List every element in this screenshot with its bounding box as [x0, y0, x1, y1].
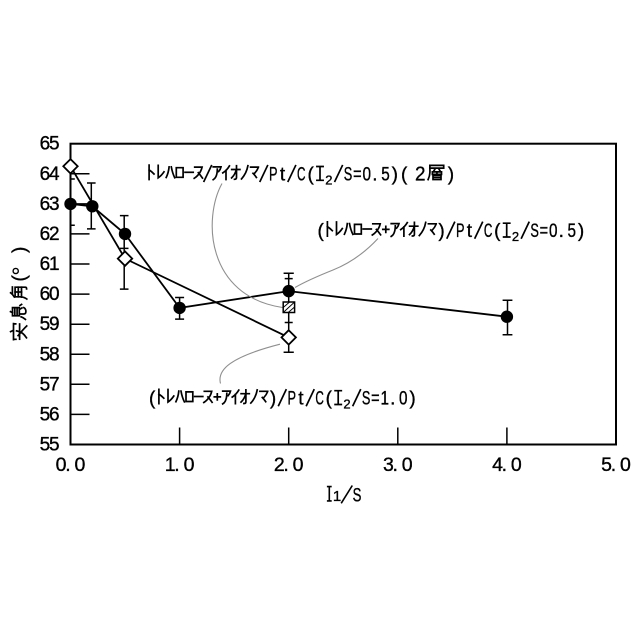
svg-text:5: 5	[40, 344, 51, 365]
svg-text:8: 8	[49, 344, 60, 365]
svg-text:6: 6	[49, 404, 60, 425]
svg-text:2: 2	[415, 163, 426, 185]
svg-text:.: .	[559, 221, 564, 242]
svg-text:6: 6	[40, 134, 51, 155]
svg-text:): )	[392, 164, 398, 185]
svg-text:0: 0	[293, 454, 304, 476]
svg-text:0: 0	[363, 164, 372, 185]
svg-text:.: .	[392, 454, 397, 476]
svg-text:1: 1	[49, 254, 60, 275]
svg-text:(: (	[10, 275, 31, 282]
svg-text:1: 1	[165, 454, 176, 476]
svg-text:0: 0	[402, 454, 413, 476]
svg-text:0: 0	[49, 284, 60, 305]
svg-text:0: 0	[74, 454, 85, 476]
svg-text:P: P	[287, 389, 296, 410]
svg-text:): )	[10, 247, 31, 253]
svg-text:2: 2	[343, 397, 350, 412]
svg-text:.: .	[65, 454, 70, 476]
svg-text:5: 5	[381, 164, 390, 185]
svg-text:0: 0	[184, 454, 195, 476]
svg-text:6: 6	[40, 254, 51, 275]
svg-text:t: t	[280, 164, 286, 185]
svg-text:5: 5	[601, 454, 612, 476]
svg-text:t: t	[298, 389, 304, 410]
svg-text:5: 5	[40, 314, 51, 335]
svg-text:6: 6	[40, 194, 51, 215]
svg-text:P: P	[456, 221, 465, 242]
svg-text:0: 0	[399, 389, 408, 410]
svg-text:=: =	[353, 164, 362, 185]
svg-text:6: 6	[40, 224, 51, 245]
svg-text:C: C	[297, 164, 306, 185]
svg-text:C: C	[484, 221, 493, 242]
svg-text:S: S	[353, 485, 362, 506]
svg-text:.: .	[611, 454, 616, 476]
svg-text:): )	[438, 221, 444, 242]
svg-text:(: (	[326, 389, 333, 410]
svg-text:2: 2	[274, 454, 285, 476]
svg-text:t: t	[467, 221, 473, 242]
svg-text:2: 2	[325, 173, 332, 188]
svg-text:0: 0	[620, 454, 631, 476]
svg-text:4: 4	[49, 164, 60, 185]
svg-text:(: (	[494, 221, 501, 242]
svg-text:): )	[270, 389, 276, 410]
svg-text:5: 5	[49, 134, 60, 155]
svg-text:): )	[409, 389, 415, 410]
svg-text:=: =	[540, 221, 549, 242]
svg-text:2: 2	[49, 224, 60, 245]
svg-text:0: 0	[511, 454, 522, 476]
svg-text:5: 5	[40, 435, 51, 456]
svg-text:S: S	[344, 164, 353, 185]
svg-text:5: 5	[40, 374, 51, 395]
svg-text:(: (	[401, 164, 408, 185]
svg-text:(: (	[317, 221, 324, 242]
svg-text:3: 3	[383, 454, 394, 476]
svg-text:0: 0	[56, 454, 67, 476]
svg-text:): )	[448, 164, 454, 185]
svg-text:5: 5	[40, 404, 51, 425]
svg-text:.: .	[283, 454, 288, 476]
svg-text:.: .	[372, 164, 377, 185]
svg-text:7: 7	[49, 374, 60, 395]
svg-text:0: 0	[549, 221, 558, 242]
svg-text:9: 9	[49, 314, 60, 335]
svg-text:1: 1	[333, 488, 341, 505]
svg-text:1: 1	[380, 389, 389, 410]
svg-text:5: 5	[49, 435, 60, 456]
svg-text:.: .	[390, 389, 395, 410]
svg-text:S: S	[530, 221, 539, 242]
svg-text:C: C	[315, 389, 324, 410]
svg-text:=: =	[371, 389, 380, 410]
svg-text:6: 6	[40, 284, 51, 305]
svg-text:(: (	[149, 389, 156, 410]
svg-text:2: 2	[512, 229, 519, 244]
svg-text:P: P	[269, 164, 278, 185]
svg-text:6: 6	[40, 164, 51, 185]
svg-text:5: 5	[568, 221, 577, 242]
svg-text:.: .	[502, 454, 507, 476]
svg-text:4: 4	[492, 454, 503, 476]
svg-text:(: (	[307, 164, 314, 185]
svg-text:): )	[578, 221, 584, 242]
svg-text:.: .	[174, 454, 179, 476]
svg-text:S: S	[362, 389, 371, 410]
svg-text:3: 3	[49, 194, 60, 215]
